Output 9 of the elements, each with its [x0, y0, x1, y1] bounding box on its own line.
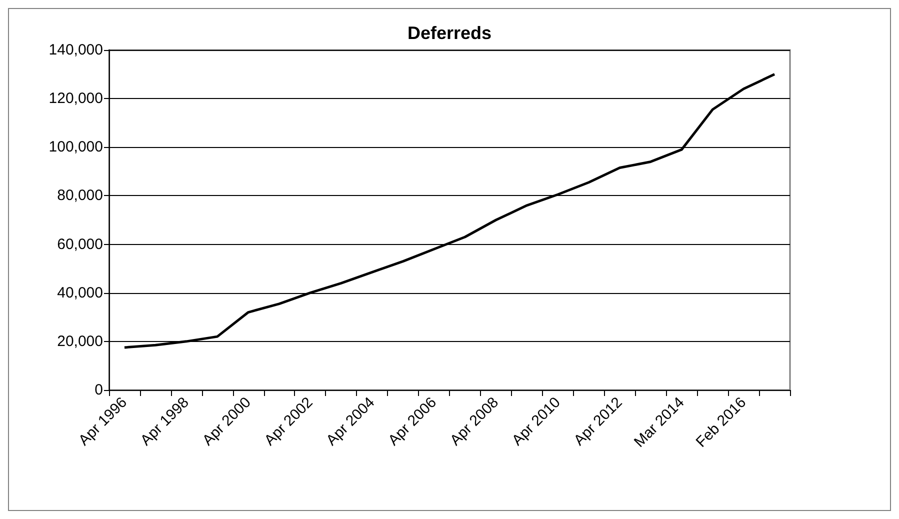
chart-title: Deferreds — [407, 23, 492, 43]
y-tick-label: 20,000 — [57, 332, 103, 350]
y-tick-label: 140,000 — [48, 42, 103, 58]
y-tick-label: 100,000 — [48, 138, 103, 156]
y-tick-label: 40,000 — [57, 284, 103, 302]
y-tick-label: 120,000 — [48, 90, 103, 108]
y-tick-label: 80,000 — [57, 187, 103, 204]
y-tick-label: 0 — [94, 382, 103, 398]
y-tick-label: 60,000 — [57, 236, 103, 253]
